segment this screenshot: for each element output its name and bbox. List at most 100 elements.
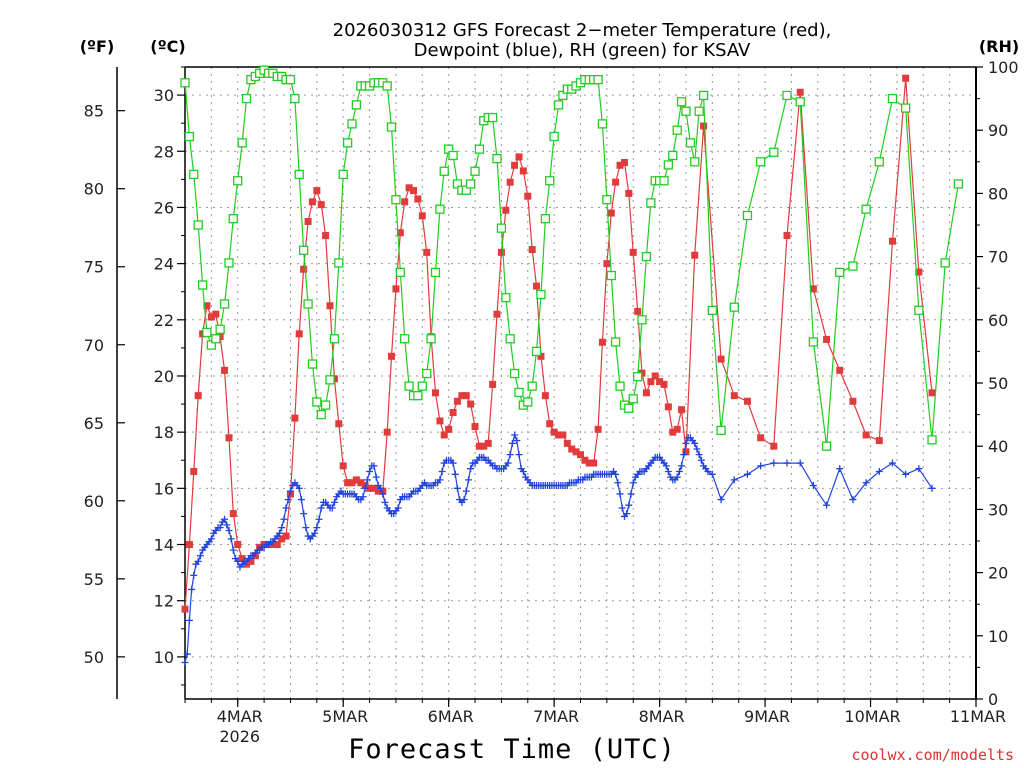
- fahrenheit-unit-label: (ºF): [80, 37, 115, 56]
- celsius-tick-label: 10: [154, 648, 174, 667]
- temperature-point: [396, 229, 404, 237]
- temperature-point: [489, 380, 497, 388]
- rh-point: [641, 251, 652, 262]
- temperature-point: [388, 352, 396, 360]
- dewpoint-point: [796, 459, 804, 467]
- dewpoint-point: [708, 470, 716, 478]
- rh-point: [496, 223, 507, 233]
- temperature-point: [603, 260, 611, 268]
- temperature-point: [796, 88, 804, 96]
- temperature-point: [743, 397, 751, 405]
- rh-point: [663, 160, 674, 170]
- x-tick-label: 6MAR: [428, 707, 474, 726]
- dewpoint-point: [616, 490, 624, 498]
- temperature-point: [234, 541, 242, 549]
- dewpoint-point: [664, 467, 672, 475]
- rh-tick-label: 20: [988, 564, 1008, 583]
- fahrenheit-tick-label: 55: [84, 570, 104, 589]
- temperature-point: [541, 392, 549, 400]
- temperature-point: [700, 122, 708, 130]
- rh-tick-label: 30: [988, 500, 1008, 519]
- temperature-point: [317, 201, 325, 209]
- dewpoint-point: [181, 658, 189, 666]
- temperature-point: [357, 479, 365, 487]
- celsius-tick-label: 16: [154, 479, 174, 498]
- temperature-point: [682, 448, 690, 456]
- temperature-point: [203, 302, 211, 310]
- x-axis-title: Forecast Time (UTC): [348, 734, 676, 765]
- rh-point: [391, 195, 401, 205]
- x-tick-label: 7MAR: [533, 707, 579, 726]
- rh-point: [492, 153, 502, 164]
- rh-point: [184, 131, 195, 142]
- dewpoint-point: [704, 467, 712, 475]
- temperature-point: [577, 451, 584, 459]
- dewpoint-point: [282, 504, 290, 512]
- dewpoint-point: [359, 493, 367, 501]
- dewpoint-point: [361, 484, 369, 492]
- dewpoint-point: [623, 510, 631, 518]
- rh-point: [602, 195, 612, 205]
- rh-point: [698, 90, 709, 101]
- temperature-point: [809, 285, 817, 293]
- temperature-point: [502, 206, 510, 214]
- dewpoint-point: [743, 470, 751, 478]
- temperature-point: [664, 403, 672, 411]
- rh-point: [404, 381, 414, 391]
- rh-point: [927, 435, 937, 445]
- rh-point: [413, 390, 423, 401]
- fahrenheit-tick-label: 70: [84, 336, 104, 355]
- temperature-point: [278, 535, 286, 543]
- rh-point: [685, 138, 696, 148]
- dewpoint-point: [227, 535, 235, 543]
- temperature-point: [423, 248, 431, 256]
- rh-point: [742, 210, 753, 221]
- temperature-point: [607, 209, 615, 217]
- rh-point: [505, 334, 515, 344]
- dewpoint-point: [519, 467, 527, 475]
- rh-point: [527, 381, 537, 391]
- celsius-tick-label: 24: [154, 255, 174, 274]
- dewpoint-point: [757, 462, 765, 470]
- temperature-point: [392, 285, 400, 293]
- dewpoint-point: [662, 462, 670, 470]
- dewpoint-point: [196, 552, 204, 560]
- rh-point: [531, 346, 542, 357]
- rh-point: [769, 147, 779, 157]
- rh-point: [400, 334, 410, 344]
- rh-point: [189, 169, 199, 180]
- dewpoint-point: [436, 476, 444, 484]
- rh-point: [940, 258, 950, 268]
- rh-point: [610, 337, 621, 347]
- rh-point: [180, 78, 190, 88]
- rh-point: [861, 204, 871, 214]
- rh-point: [430, 267, 441, 278]
- temperature-point: [313, 187, 321, 195]
- rh-point: [435, 204, 445, 214]
- temperature-point: [528, 246, 536, 254]
- dewpoint-point: [508, 439, 516, 447]
- dewpoint-point: [449, 459, 457, 467]
- rh-point: [514, 387, 524, 398]
- rh-point: [540, 214, 551, 224]
- dewpoint-point: [216, 524, 224, 532]
- temperature-point: [660, 380, 668, 388]
- temperature-point: [647, 378, 655, 386]
- dewpoint-point: [618, 504, 626, 512]
- temperature-point: [190, 467, 198, 475]
- dewpoint-point: [280, 515, 288, 523]
- dewpoint-point: [394, 504, 402, 512]
- dewpoint-point: [902, 470, 910, 478]
- dewpoint-point: [511, 431, 519, 439]
- dewpoint-point: [188, 585, 196, 593]
- temperature-point: [405, 184, 413, 192]
- temperature-point: [462, 392, 470, 400]
- rh-point: [224, 258, 234, 268]
- dewpoint-point: [207, 535, 215, 543]
- dewpoint-point: [612, 470, 620, 478]
- temperature-point: [656, 378, 664, 386]
- temperature-point: [555, 431, 563, 439]
- temperature-point: [730, 392, 738, 400]
- celsius-tick-label: 28: [154, 142, 174, 161]
- dewpoint-point: [717, 496, 725, 504]
